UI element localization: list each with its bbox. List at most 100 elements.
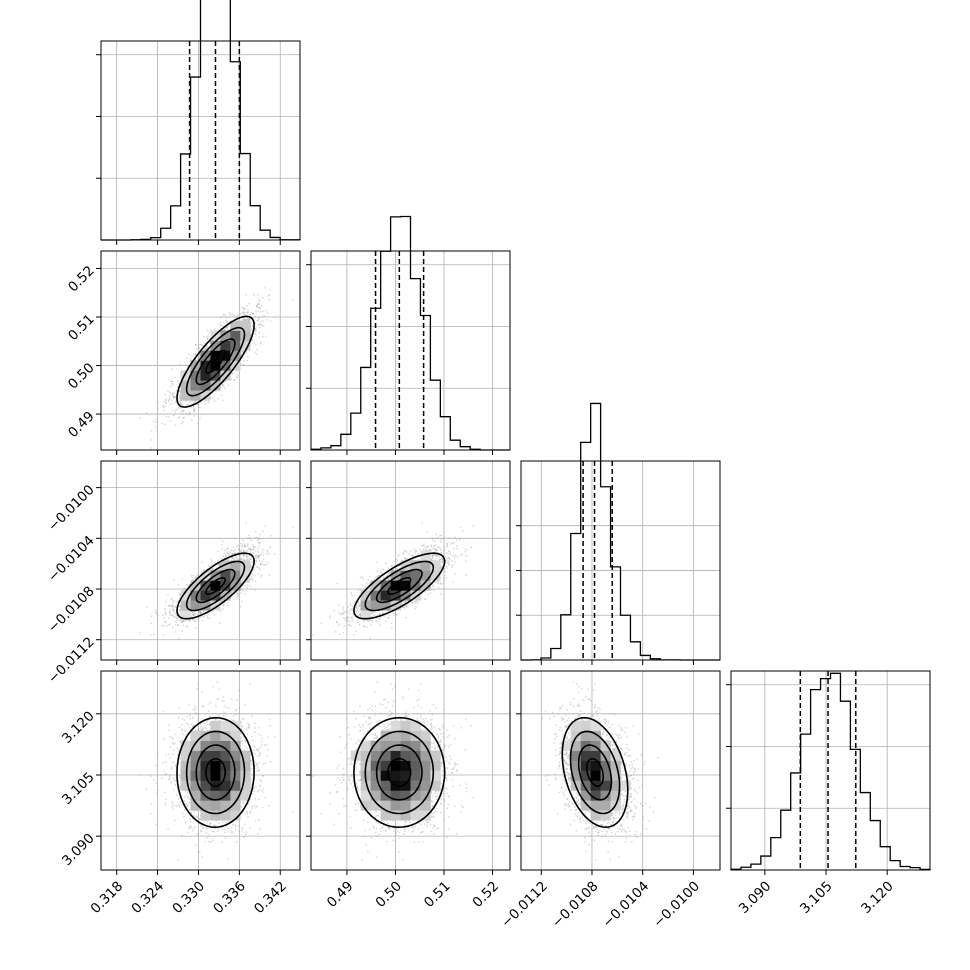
sample-point [255, 305, 258, 307]
sample-point [152, 633, 155, 635]
sample-point [186, 403, 189, 406]
sample-point [248, 554, 251, 557]
sample-point [241, 588, 243, 590]
sample-point [203, 348, 206, 350]
sample-point [230, 372, 233, 374]
sample-point [262, 554, 265, 556]
sample-point [201, 344, 204, 347]
sample-point [260, 310, 262, 313]
sample-point [199, 352, 201, 354]
sample-point [234, 552, 236, 555]
sample-point [243, 554, 245, 557]
sample-point [252, 325, 254, 327]
sample-point [203, 569, 206, 571]
sample-point [171, 393, 173, 395]
sample-point [236, 376, 238, 378]
sample-point [165, 402, 167, 404]
sample-point [242, 554, 245, 556]
sample-point [221, 383, 223, 385]
sample-point [246, 351, 248, 353]
sample-point [255, 560, 257, 563]
sample-point [180, 402, 183, 405]
sample-point [258, 556, 260, 558]
sample-point [219, 321, 222, 323]
sample-point [150, 447, 152, 449]
sample-point [179, 395, 181, 397]
sample-point [257, 539, 259, 541]
sample-point [253, 537, 256, 539]
sample-point [255, 327, 257, 329]
sample-point [194, 613, 197, 615]
sample-point [259, 336, 261, 338]
sample-point [264, 525, 267, 527]
sample-point [155, 421, 157, 424]
sample-point [233, 549, 236, 551]
sample-point [241, 306, 244, 309]
sample-point [244, 313, 246, 316]
sample-point [254, 589, 256, 592]
sample-point [167, 594, 169, 596]
sample-point [238, 548, 240, 550]
sample-point [261, 305, 263, 307]
sample-point [247, 558, 249, 561]
sample-point [227, 325, 229, 328]
sample-point [259, 554, 261, 557]
sample-point [181, 399, 183, 402]
sample-point [243, 555, 245, 557]
sample-point [190, 616, 192, 618]
sample-point [274, 553, 276, 555]
sample-point [224, 559, 226, 562]
sample-point [255, 329, 257, 332]
sample-point [169, 609, 171, 611]
sample-point [240, 363, 242, 366]
sample-point [168, 604, 170, 607]
sample-point [254, 330, 256, 333]
sample-point [179, 412, 182, 414]
sample-point [212, 567, 214, 570]
sample-point [189, 413, 191, 416]
sample-point [145, 606, 148, 609]
sample-point [240, 605, 242, 608]
sample-point [249, 585, 251, 587]
sample-point [187, 353, 190, 355]
sample-point [249, 537, 251, 539]
sample-point [225, 555, 228, 557]
sample-point [257, 541, 260, 544]
sample-point [178, 390, 180, 392]
sample-point [226, 327, 228, 329]
sample-point [187, 369, 190, 371]
sample-point [239, 558, 241, 560]
sample-point [258, 300, 261, 302]
sample-point [177, 386, 179, 388]
sample-point [241, 356, 244, 359]
sample-point [217, 562, 220, 565]
sample-point [254, 328, 256, 331]
density-cell [190, 370, 201, 381]
sample-point [241, 311, 244, 314]
sample-point [266, 312, 269, 314]
sample-point [250, 329, 252, 331]
sample-point [206, 338, 209, 340]
sample-point [168, 611, 171, 614]
sample-point [256, 556, 258, 559]
sample-point [175, 601, 178, 603]
sample-point [250, 327, 252, 329]
sample-point [242, 307, 245, 310]
sample-point [201, 413, 204, 415]
sample-point [195, 343, 197, 346]
sample-point [217, 398, 219, 400]
sample-point [155, 612, 158, 615]
sample-point [193, 410, 195, 413]
sample-point [236, 591, 238, 594]
sample-point [232, 546, 235, 548]
sample-point [235, 557, 238, 559]
sample-point [178, 389, 180, 392]
sample-point [239, 559, 241, 562]
sample-point [165, 402, 167, 405]
histogram-step [310, 215, 510, 451]
sample-point [192, 574, 195, 577]
sample-point [200, 612, 202, 614]
sample-point [251, 553, 253, 555]
sample-point [167, 416, 170, 418]
sample-point [167, 605, 170, 607]
